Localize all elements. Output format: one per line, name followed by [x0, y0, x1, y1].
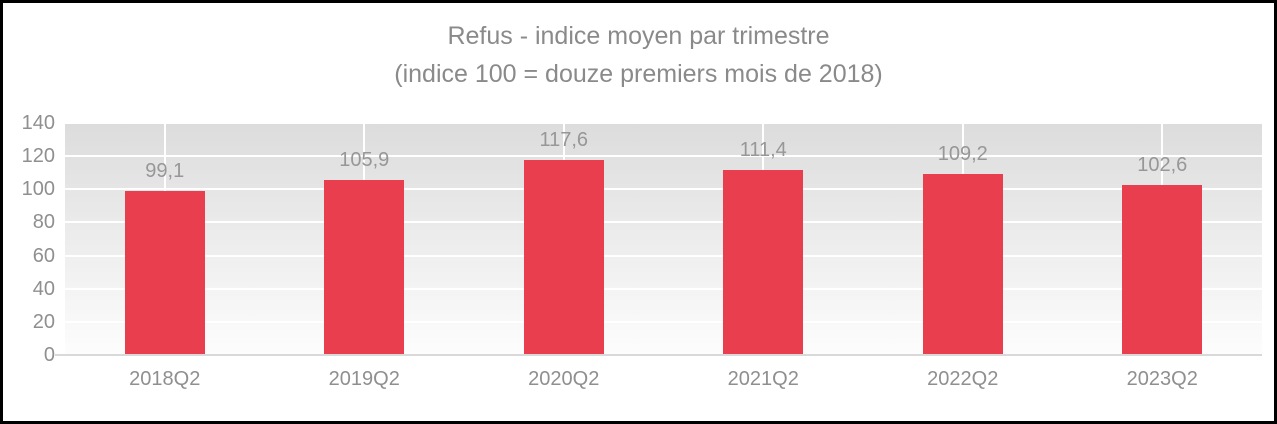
x-tick-label-2023Q2: 2023Q2	[1126, 368, 1198, 390]
x-axis: 2018Q2 2019Q2 2020Q2 2021Q2 2022Q2 2023Q2	[65, 366, 1262, 396]
y-gridline	[65, 221, 1262, 224]
x-tick-label-2018Q2: 2018Q2	[129, 368, 201, 390]
chart-title: Refus - indice moyen par trimestre	[447, 22, 830, 50]
bar-2018Q2	[124, 190, 205, 355]
chart-header: Refus - indice moyen par trimestre (indi…	[3, 17, 1274, 93]
y-tick-label: 60	[32, 244, 55, 267]
y-tick-label: 120	[21, 145, 55, 168]
bar-2021Q2	[723, 170, 804, 355]
y-gridline	[65, 122, 1262, 124]
y-tick-label: 80	[32, 211, 55, 234]
y-gridline	[65, 188, 1262, 191]
y-gridline	[65, 254, 1262, 257]
y-axis: 0 20 40 60 80 100 120 140	[3, 3, 55, 421]
plot-area: 99,1 105,9 117,6 111,4 109,2 102,6	[55, 122, 1262, 356]
y-gridline	[65, 287, 1262, 290]
bar-2019Q2	[324, 179, 405, 355]
y-tick-label: 20	[32, 310, 55, 333]
x-tick-label-2022Q2: 2022Q2	[927, 368, 999, 390]
y-gridline	[65, 320, 1262, 323]
bar-2020Q2	[523, 160, 604, 355]
bar-2023Q2	[1122, 184, 1203, 355]
data-label-2023Q2: 102,6	[1137, 153, 1188, 176]
data-label-2019Q2: 105,9	[339, 148, 390, 171]
data-label-2020Q2: 117,6	[539, 129, 589, 152]
y-tick-label: 140	[21, 112, 55, 134]
x-tick-label-2021Q2: 2021Q2	[727, 368, 799, 390]
x-axis-baseline	[55, 354, 1262, 356]
y-tick-label: 0	[43, 344, 55, 366]
bar-2022Q2	[922, 174, 1003, 355]
data-label-2021Q2: 111,4	[739, 139, 787, 162]
y-tick-label: 40	[32, 277, 55, 300]
chart-subtitle: (indice 100 = douze premiers mois de 201…	[394, 60, 883, 88]
y-gridline	[65, 155, 1262, 158]
x-tick-label-2020Q2: 2020Q2	[528, 368, 600, 390]
data-label-2022Q2: 109,2	[937, 143, 988, 166]
x-tick-label-2019Q2: 2019Q2	[328, 368, 400, 390]
data-label-2018Q2: 99,1	[145, 159, 185, 182]
y-tick-label: 100	[21, 178, 55, 201]
